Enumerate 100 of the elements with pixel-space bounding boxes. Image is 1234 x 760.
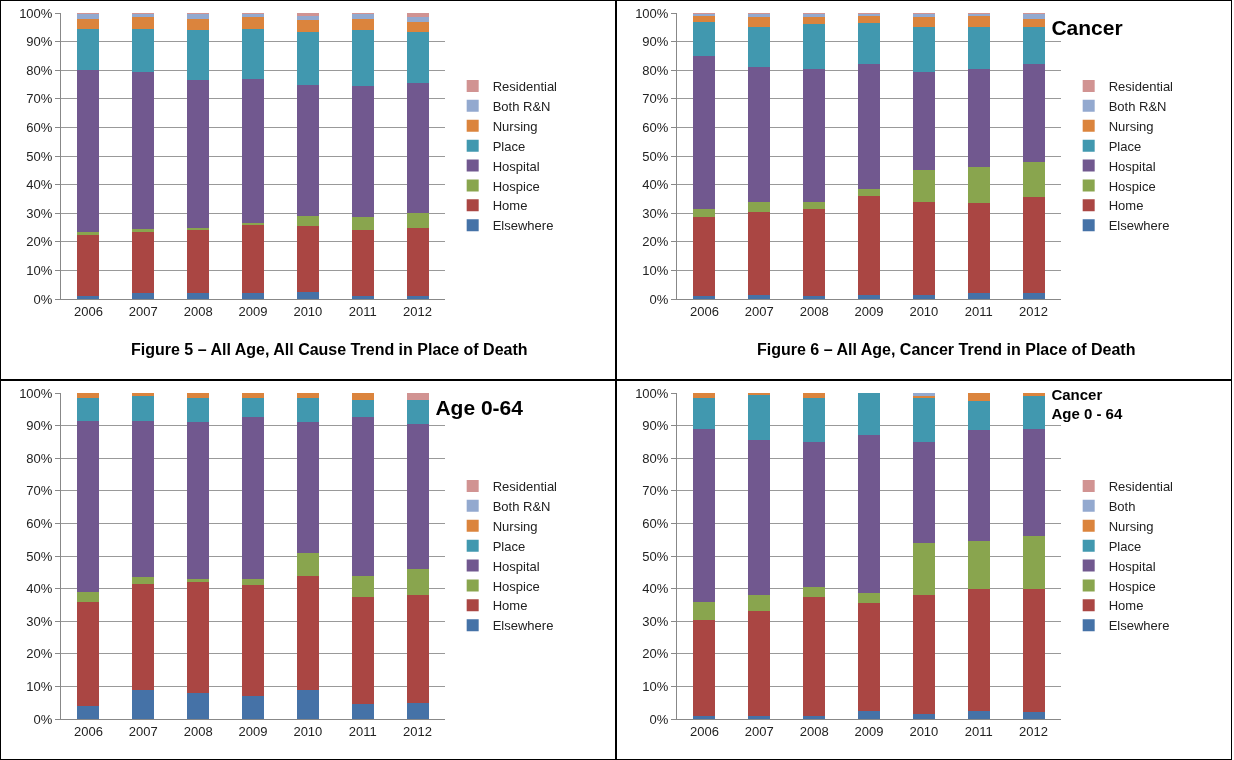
y-tick-label: 90% <box>26 418 53 434</box>
bar <box>132 689 155 719</box>
caption: Figure 6 – All Age, Cancer Trend in Place of Death <box>757 341 1136 358</box>
bar <box>132 231 155 294</box>
bar <box>858 294 880 299</box>
bar <box>242 585 264 697</box>
bar <box>242 393 264 398</box>
bar <box>187 30 210 81</box>
bar <box>967 393 990 402</box>
x-tick-label: 2011 <box>348 723 377 739</box>
bar <box>242 397 264 418</box>
bar <box>77 705 100 719</box>
legend-label: Home <box>1108 198 1144 214</box>
x-tick-label: 2011 <box>964 723 993 739</box>
legend-label: Elsewhere <box>492 618 554 634</box>
legend-label: Residential <box>1108 479 1174 495</box>
legend-label: Place <box>492 538 526 554</box>
legend-label: Hospice <box>492 178 540 194</box>
bar <box>1022 161 1045 198</box>
bar <box>351 85 374 218</box>
bar <box>242 224 264 294</box>
bar <box>77 296 100 299</box>
bar <box>406 17 429 22</box>
bar <box>406 31 429 84</box>
y-tick-label: 50% <box>642 148 669 164</box>
legend-label: Hospital <box>1108 558 1156 574</box>
legend-label: Place <box>1108 538 1142 554</box>
bar <box>1022 536 1045 589</box>
legend-label: Home <box>1108 598 1144 614</box>
bar <box>296 15 319 21</box>
y-tick-label: 50% <box>26 548 53 564</box>
bar <box>132 393 155 397</box>
bar <box>1022 588 1045 713</box>
y-tick-label: 80% <box>26 62 53 78</box>
bar <box>858 593 880 604</box>
bar <box>77 397 100 421</box>
bar <box>1022 712 1045 719</box>
bar <box>858 196 880 295</box>
bar <box>748 595 771 612</box>
caption: Figure 5 – All Age, All Cause Trend in Place of Death <box>131 341 528 358</box>
bar <box>858 393 880 436</box>
y-tick-label: 30% <box>642 613 669 629</box>
bar <box>858 64 880 189</box>
bar <box>296 31 319 85</box>
legend-label: Nursing <box>492 118 538 134</box>
bar <box>187 293 210 299</box>
bar <box>748 294 771 299</box>
chart-title: Cancer Age 0 - 64 <box>1051 385 1123 423</box>
bar <box>803 201 826 209</box>
bar <box>967 203 990 294</box>
y-tick-label: 20% <box>642 646 669 662</box>
bar <box>912 542 935 596</box>
bar <box>296 575 319 690</box>
bar <box>132 293 155 299</box>
y-tick-label: 40% <box>642 581 669 597</box>
bar <box>296 422 319 553</box>
bar <box>803 397 826 442</box>
bar <box>912 714 935 719</box>
bar <box>967 15 990 28</box>
y-tick-label: 50% <box>642 548 669 564</box>
bar <box>912 397 935 442</box>
x-tick-label: 2012 <box>1019 723 1049 739</box>
bar <box>912 294 935 299</box>
y-tick-label: 60% <box>642 515 669 531</box>
bar <box>912 170 935 202</box>
bar <box>351 217 374 231</box>
bar <box>406 569 429 596</box>
bar <box>1022 293 1045 299</box>
bar <box>803 715 826 719</box>
bar <box>187 18 210 31</box>
bar <box>693 715 716 719</box>
y-tick-label: 60% <box>642 119 669 135</box>
bar <box>912 595 935 715</box>
y-tick-label: 90% <box>26 34 53 50</box>
x-tick-label: 2010 <box>293 303 323 319</box>
x-tick-label: 2007 <box>128 303 158 319</box>
bar <box>803 68 826 202</box>
bar <box>803 208 826 297</box>
bar <box>967 401 990 431</box>
bar <box>803 441 826 587</box>
legend-label: Residential <box>492 79 558 95</box>
legend-label: Home <box>492 598 528 614</box>
bar <box>858 23 880 65</box>
x-tick-label: 2008 <box>799 303 829 319</box>
legend-label: Place <box>1108 138 1142 154</box>
y-tick-label: 0% <box>33 711 53 727</box>
y-tick-label: 50% <box>26 148 53 164</box>
bar <box>406 393 429 400</box>
bar <box>967 293 990 299</box>
bar <box>242 578 264 586</box>
bar <box>1022 197 1045 294</box>
x-tick-label: 2006 <box>73 303 103 319</box>
bar <box>242 696 264 719</box>
bar <box>77 70 100 232</box>
x-tick-label: 2007 <box>128 723 158 739</box>
bar <box>77 591 100 602</box>
bar <box>406 423 429 570</box>
legend-label: Nursing <box>492 518 538 534</box>
bar <box>132 396 155 421</box>
legend-label: Hospital <box>492 558 540 574</box>
